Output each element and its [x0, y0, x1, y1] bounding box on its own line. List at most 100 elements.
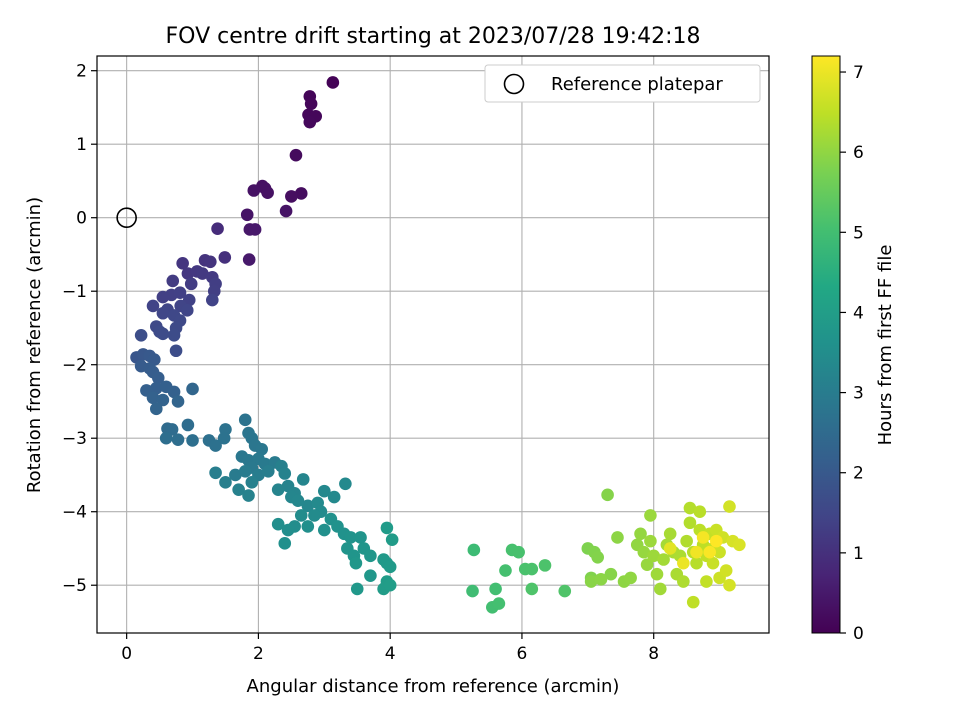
data-points: [130, 76, 746, 614]
y-tick-label: −1: [62, 282, 87, 302]
chart-title: FOV centre drift starting at 2023/07/28 …: [166, 24, 701, 49]
data-point: [186, 382, 199, 396]
data-point: [271, 483, 285, 496]
data-point: [719, 564, 733, 577]
x-axis-label: Angular distance from reference (arcmin): [247, 676, 620, 697]
data-point: [709, 534, 723, 548]
data-point: [219, 476, 232, 489]
data-point: [584, 575, 598, 588]
legend-box: [484, 64, 761, 103]
legend-marker-icon: [503, 73, 525, 95]
colorbar-tick-label: 5: [853, 223, 864, 243]
data-point: [156, 290, 170, 304]
colorbar-ticks: 0 1 2 3 4 5 6 7: [840, 63, 864, 644]
data-point: [703, 545, 717, 559]
data-point: [167, 329, 181, 342]
data-point: [683, 516, 697, 530]
x-tick-label: 6: [517, 644, 528, 664]
data-point: [171, 433, 185, 446]
data-point: [650, 567, 664, 581]
data-point: [686, 595, 700, 609]
data-point: [156, 327, 170, 341]
data-point: [278, 467, 292, 480]
data-point: [171, 395, 185, 408]
colorbar-gradient: [811, 55, 841, 634]
x-tick-label: 2: [253, 644, 264, 664]
data-point: [289, 148, 303, 162]
data-point: [723, 500, 736, 513]
data-point: [261, 464, 275, 478]
data-point: [271, 517, 285, 531]
data-point: [690, 556, 703, 570]
colorbar-tick-label: 7: [853, 63, 864, 83]
data-point: [601, 488, 614, 502]
y-tick-label: −3: [62, 429, 87, 449]
data-point: [301, 520, 315, 533]
data-point: [644, 534, 657, 548]
data-point: [364, 549, 377, 563]
data-point: [211, 222, 224, 236]
data-point: [217, 431, 231, 445]
data-point: [204, 255, 217, 269]
data-point: [466, 584, 479, 598]
data-point: [149, 381, 163, 395]
y-tick-label: 2: [76, 62, 87, 82]
data-point: [151, 371, 165, 385]
data-point: [173, 286, 187, 299]
data-point: [291, 494, 305, 507]
data-point: [680, 534, 693, 548]
y-axis-label: Rotation from reference (arcmin): [24, 197, 45, 493]
data-point: [167, 385, 181, 399]
data-point: [492, 597, 506, 610]
data-point: [637, 545, 651, 559]
x-tick-label: 4: [385, 644, 396, 664]
data-point: [693, 505, 707, 519]
data-point: [278, 537, 292, 550]
data-point: [218, 251, 232, 264]
colorbar: 0 1 2 3 4 5 6 7 Hours from first FF file: [811, 55, 896, 644]
data-point: [294, 187, 308, 200]
data-point: [683, 501, 697, 515]
data-point: [467, 543, 481, 557]
data-point: [209, 466, 222, 480]
data-point: [245, 476, 259, 489]
colorbar-tick-label: 1: [853, 544, 864, 564]
data-point: [706, 556, 720, 570]
data-point: [196, 267, 209, 280]
data-point: [604, 567, 618, 581]
data-point: [383, 560, 397, 574]
data-point: [240, 208, 254, 222]
data-point: [180, 304, 194, 317]
data-point: [349, 556, 363, 570]
data-point: [238, 413, 252, 427]
data-point: [380, 521, 394, 535]
y-tick-label: −5: [62, 576, 87, 596]
data-point: [285, 190, 298, 203]
data-point: [166, 274, 180, 288]
data-point: [644, 509, 657, 522]
data-point: [713, 545, 726, 559]
data-point: [308, 509, 321, 522]
data-point: [700, 575, 713, 588]
data-point: [499, 564, 512, 577]
data-point: [294, 509, 308, 522]
data-point: [146, 299, 160, 313]
data-point: [296, 473, 310, 486]
data-point: [205, 293, 219, 307]
data-point: [317, 484, 331, 498]
colorbar-tick-label: 2: [853, 464, 864, 484]
data-point: [489, 582, 502, 596]
colorbar-tick-label: 0: [853, 624, 864, 644]
y-tick-label: 1: [76, 135, 87, 155]
data-point: [181, 418, 195, 432]
data-point: [304, 97, 318, 111]
data-point: [149, 402, 163, 416]
data-point: [146, 391, 160, 405]
y-axis-ticks: −5 −4 −3 −2 −1 0 1 2: [62, 62, 97, 596]
data-point: [327, 490, 341, 504]
data-point: [344, 531, 357, 544]
legend-entry-reference: Reference platepar: [551, 74, 723, 95]
colorbar-tick-label: 4: [853, 303, 864, 323]
colorbar-label: Hours from first FF file: [875, 245, 896, 446]
